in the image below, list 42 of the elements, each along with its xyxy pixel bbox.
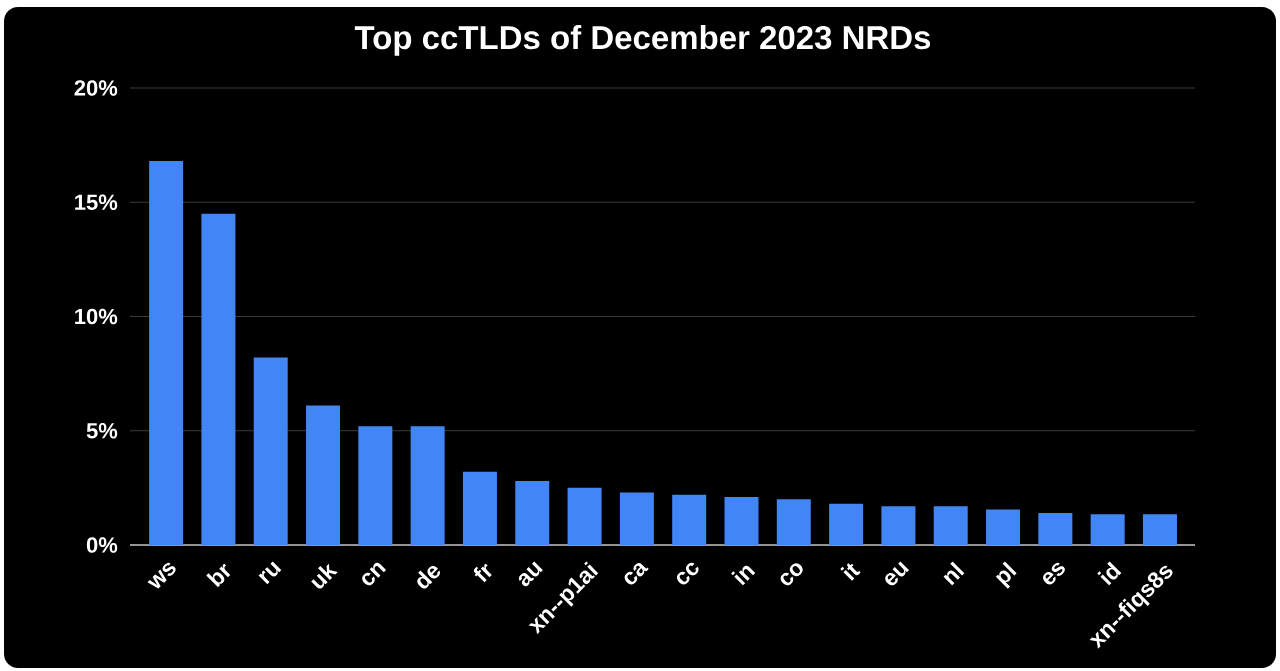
bar [410, 426, 445, 545]
x-tick-label: in [731, 565, 756, 586]
bar [1038, 513, 1073, 545]
bar [881, 506, 916, 545]
x-tick-label: br [206, 563, 231, 588]
x-tick-label: co [780, 563, 803, 586]
x-tick-label: de [417, 566, 441, 589]
x-tick-label: ws [147, 562, 176, 589]
y-tick-label: 15% [75, 194, 118, 211]
y-tick-label: 0% [86, 537, 118, 553]
bar [986, 509, 1021, 545]
bar [1142, 514, 1177, 545]
y-tick-label: 20% [74, 80, 118, 96]
x-tick-label: nl [943, 561, 965, 586]
x-tick-label: it [840, 563, 861, 581]
x-tick-label: es [1043, 562, 1065, 585]
bar [358, 426, 393, 545]
y-tick-label: 10% [75, 308, 118, 325]
bar [619, 492, 654, 545]
bar [776, 499, 811, 545]
bar [567, 487, 602, 545]
x-tick-label: fr [473, 563, 492, 583]
x-tick-label: pl [995, 561, 1017, 589]
x-tick-label: cn [362, 562, 387, 586]
x-tick-label: cc [676, 562, 699, 585]
x-tick-label: uk [311, 563, 338, 589]
bar [933, 506, 968, 545]
x-tick-label: ca [624, 563, 649, 585]
chart-title: Top ccTLDs of December 2023 NRDs [354, 25, 931, 56]
bar [724, 497, 759, 545]
bar [201, 213, 236, 545]
x-tick-label: ru [258, 561, 282, 585]
x-tick-label: eu [885, 561, 910, 586]
bar [515, 481, 550, 545]
bar [306, 405, 341, 545]
bar [253, 357, 288, 545]
bar [829, 503, 864, 545]
bar [149, 161, 184, 545]
bar [462, 471, 497, 545]
bar [1090, 514, 1125, 545]
bar [672, 494, 707, 545]
y-tick-label: 5% [86, 422, 118, 439]
